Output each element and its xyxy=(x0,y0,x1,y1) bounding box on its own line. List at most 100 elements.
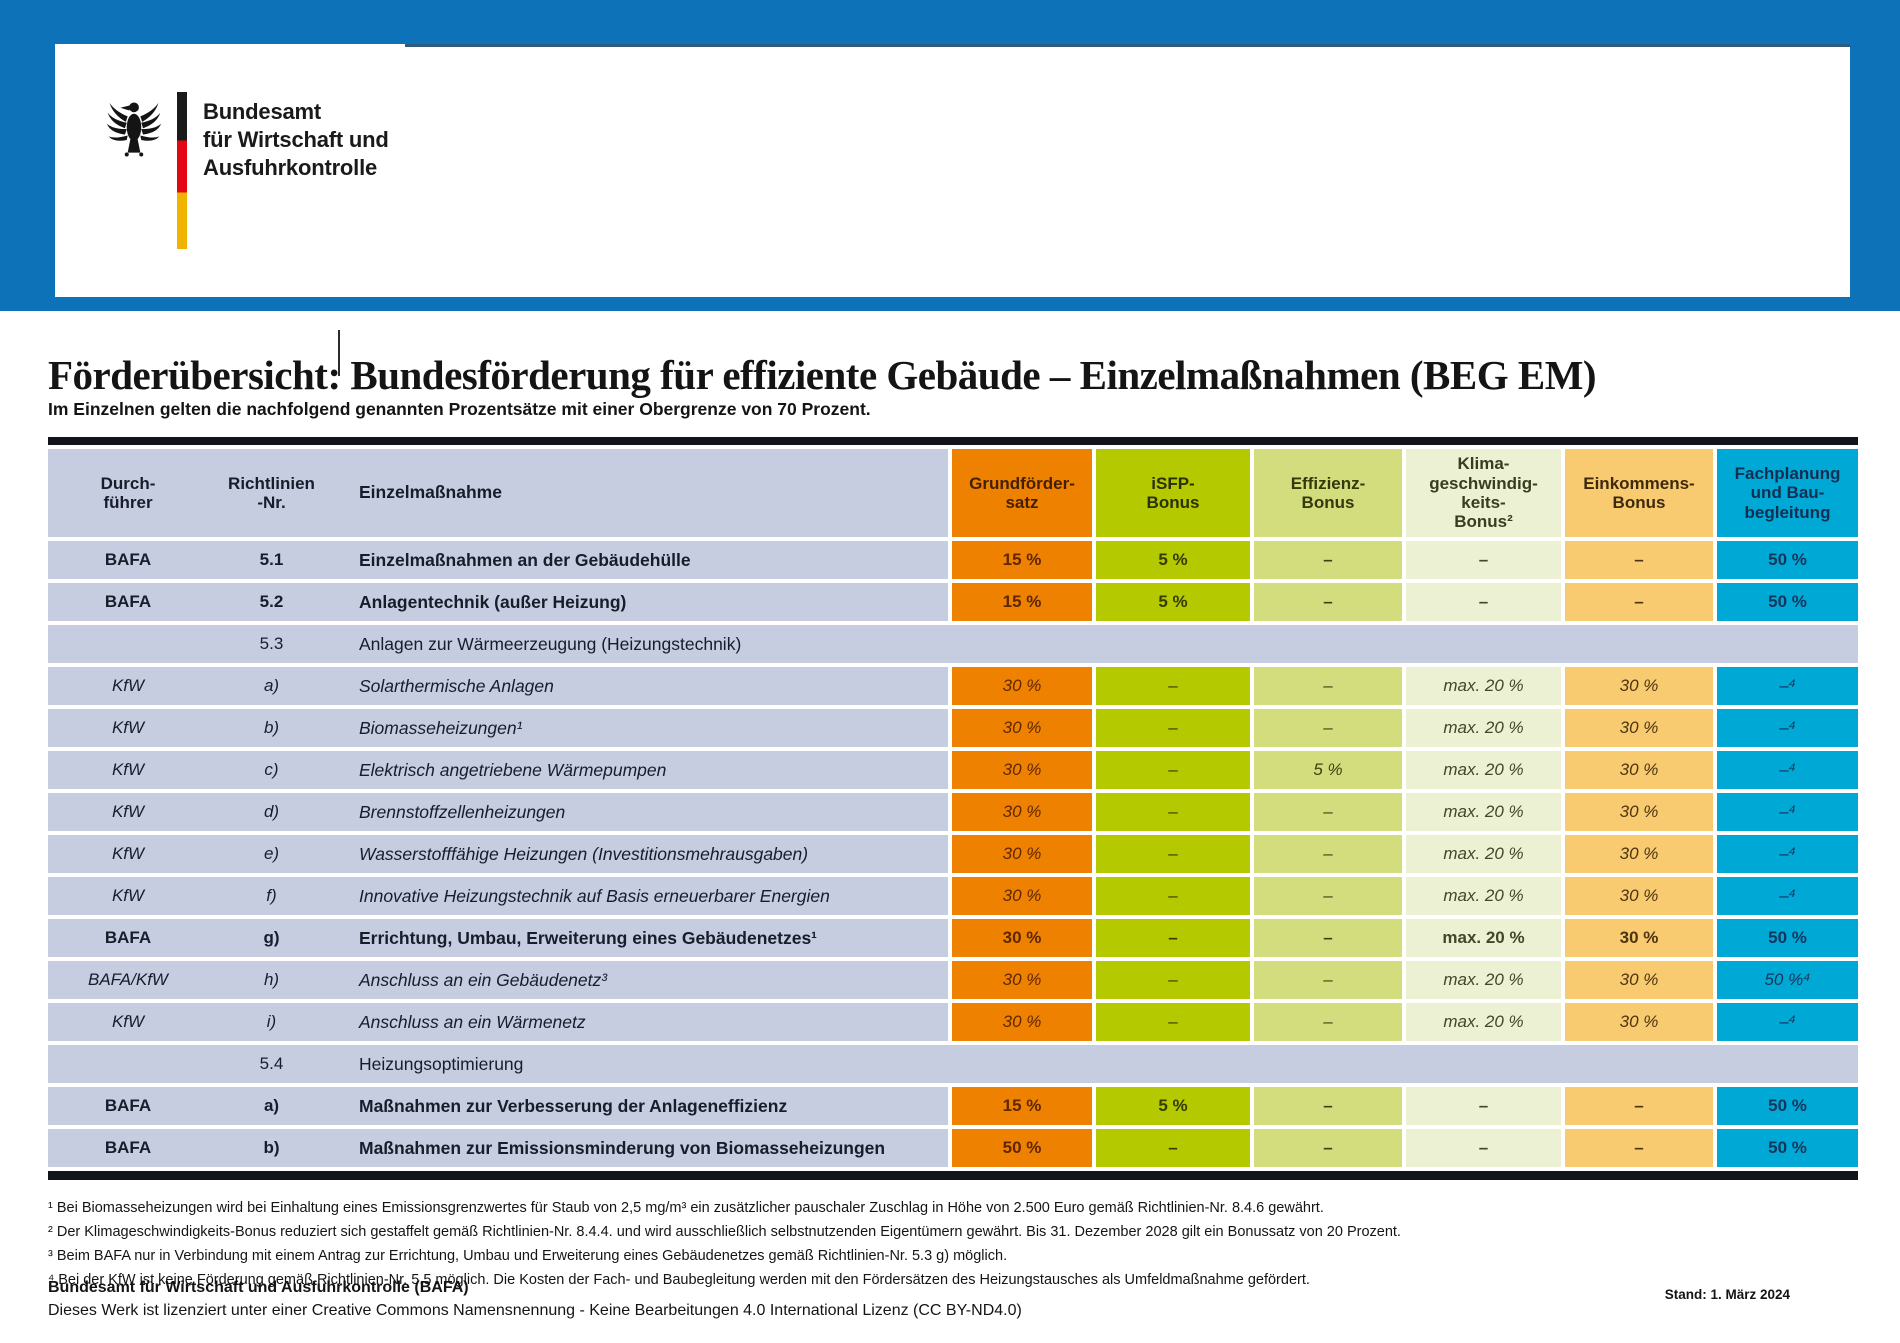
table-cell: –⁴ xyxy=(1713,877,1858,915)
table-row: BAFA a) Maßnahmen zur Verbesserung der Anl… xyxy=(48,1087,1858,1125)
table-cell: 30 % xyxy=(1561,751,1713,789)
table-cell: max. 20 % xyxy=(1402,961,1561,999)
table-cell: KfW xyxy=(48,1003,208,1041)
table-cell: – xyxy=(1092,793,1250,831)
table-cell: Solarthermische Anlagen xyxy=(335,667,948,705)
table-cell: 30 % xyxy=(1561,835,1713,873)
table-cell: –⁴ xyxy=(1713,667,1858,705)
bafa-logo: Bundesamt für Wirtschaft und Ausfuhrkont… xyxy=(105,92,389,249)
table-cell: KfW xyxy=(48,793,208,831)
table-cell: 30 % xyxy=(948,919,1092,957)
table-header-row: Durch- führer Richtlinien -Nr. Einzelmaß… xyxy=(48,449,1858,537)
table-cell: Maßnahmen zur Emissionsminderung von Bio… xyxy=(335,1129,948,1167)
table-row: KfW f) Innovative Heizungstechnik auf Basi… xyxy=(48,877,1858,915)
table-cell: i) xyxy=(208,1003,335,1041)
column-header-durchfuehrer: Durch- führer xyxy=(48,449,208,537)
table-row: BAFA 5.1 Einzelmaßnahmen an der Gebäudehül… xyxy=(48,541,1858,579)
table-cell: – xyxy=(1250,1003,1402,1041)
table-cell: 30 % xyxy=(1561,877,1713,915)
table-body: BAFA 5.1 Einzelmaßnahmen an der Gebäudehül… xyxy=(48,541,1858,1167)
logo-line-1: Bundesamt xyxy=(203,99,321,124)
column-header-isfp-bonus: iSFP- Bonus xyxy=(1092,449,1250,537)
table-cell: BAFA xyxy=(48,919,208,957)
table-cell: BAFA xyxy=(48,583,208,621)
table-cell: 30 % xyxy=(1561,667,1713,705)
footer-organization: Bundesamt für Wirtschaft und Ausfuhrkont… xyxy=(48,1279,469,1296)
table-cell: 30 % xyxy=(948,751,1092,789)
logo-line-3: Ausfuhrkontrolle xyxy=(203,155,378,180)
table-cell: g) xyxy=(208,919,335,957)
table-cell: 30 % xyxy=(948,961,1092,999)
table-cell: d) xyxy=(208,793,335,831)
table-cell: KfW xyxy=(48,709,208,747)
section-cell xyxy=(48,625,208,663)
table-cell: – xyxy=(1092,1129,1250,1167)
table-row: KfW i) Anschluss an ein Wärmenetz 30 % – – max… xyxy=(48,1003,1858,1041)
section-cell: Anlagen zur Wärmeerzeugung (Heizungstech… xyxy=(335,625,1858,663)
section-cell: 5.3 xyxy=(208,625,335,663)
logo-box-shadow-line xyxy=(405,44,1850,47)
column-header-klimageschwindigkeits-bonus: Klima- geschwindig- keits- Bonus² xyxy=(1402,449,1561,537)
table-cell: h) xyxy=(208,961,335,999)
table-cell: 50 % xyxy=(1713,1129,1858,1167)
table-row: KfW a) Solarthermische Anlagen 30 % – – max. 2… xyxy=(48,667,1858,705)
section-cell: 5.4 xyxy=(208,1045,335,1083)
table-row: KfW c) Elektrisch angetriebene Wärmepumpen… xyxy=(48,751,1858,789)
table-cell: – xyxy=(1250,1087,1402,1125)
table-cell: Einzelmaßnahmen an der Gebäudehülle xyxy=(335,541,948,579)
footnote-2: ² Der Klimageschwindigkeits-Bonus reduzi… xyxy=(48,1224,1401,1240)
table-cell: max. 20 % xyxy=(1402,919,1561,957)
table-cell: BAFA xyxy=(48,541,208,579)
table-row: KfW e) Wasserstofffähige Heizungen (Invest… xyxy=(48,835,1858,873)
table-cell: max. 20 % xyxy=(1402,1003,1561,1041)
table-row: KfW b) Biomasseheizungen¹ 30 % – – max. 20 % 30… xyxy=(48,709,1858,747)
table-cell: a) xyxy=(208,667,335,705)
table-cell: Anlagentechnik (außer Heizung) xyxy=(335,583,948,621)
table-cell: BAFA xyxy=(48,1129,208,1167)
table-cell: 50 % xyxy=(1713,583,1858,621)
table-cell: 30 % xyxy=(948,709,1092,747)
table-cell: max. 20 % xyxy=(1402,709,1561,747)
table-cell: – xyxy=(1092,877,1250,915)
flag-stripe xyxy=(177,92,187,249)
table-cell: Biomasseheizungen¹ xyxy=(335,709,948,747)
table-cell: 30 % xyxy=(948,1003,1092,1041)
table-cell: –⁴ xyxy=(1713,709,1858,747)
federal-eagle-icon xyxy=(106,102,162,157)
table-cell: 50 % xyxy=(1713,1087,1858,1125)
table-cell: 5.1 xyxy=(208,541,335,579)
table-cell: – xyxy=(1250,667,1402,705)
table-cell: – xyxy=(1250,709,1402,747)
table-cell: 5 % xyxy=(1250,751,1402,789)
table-cell: – xyxy=(1561,1087,1713,1125)
table-row: BAFA/KfW h) Anschluss an ein Gebäudenetz³ 3… xyxy=(48,961,1858,999)
table-cell: – xyxy=(1092,709,1250,747)
table-cell: BAFA/KfW xyxy=(48,961,208,999)
column-header-fachplanung: Fachplanung und Bau- begleitung xyxy=(1713,449,1858,537)
table-cell: – xyxy=(1250,835,1402,873)
footnote-1: ¹ Bei Biomasseheizungen wird bei Einhalt… xyxy=(48,1200,1324,1216)
table-cell: – xyxy=(1402,1129,1561,1167)
table-cell: – xyxy=(1402,541,1561,579)
table-row: BAFA 5.2 Anlagentechnik (außer Heizung) 15 … xyxy=(48,583,1858,621)
column-header-einkommens-bonus: Einkommens- Bonus xyxy=(1561,449,1713,537)
page-title: Förderübersicht: Bundesförderung für eff… xyxy=(48,352,1597,399)
table-cell: Anschluss an ein Gebäudenetz³ xyxy=(335,961,948,999)
table-cell: KfW xyxy=(48,751,208,789)
table-cell: Elektrisch angetriebene Wärmepumpen xyxy=(335,751,948,789)
table-cell: Innovative Heizungstechnik auf Basis ern… xyxy=(335,877,948,915)
table-cell: –⁴ xyxy=(1713,751,1858,789)
table-cell: max. 20 % xyxy=(1402,793,1561,831)
table-cell: 30 % xyxy=(948,835,1092,873)
table-cell: 30 % xyxy=(948,877,1092,915)
footnotes: ¹ Bei Biomasseheizungen wird bei Einhalt… xyxy=(48,1196,1858,1292)
table-cell: 30 % xyxy=(1561,961,1713,999)
table-cell: – xyxy=(1561,541,1713,579)
table-cell: – xyxy=(1402,583,1561,621)
table-cell: – xyxy=(1402,1087,1561,1125)
table-cell: 15 % xyxy=(948,541,1092,579)
table-cell: –⁴ xyxy=(1713,1003,1858,1041)
logo-text: Bundesamt für Wirtschaft und Ausfuhrkont… xyxy=(203,98,389,182)
table-cell: a) xyxy=(208,1087,335,1125)
